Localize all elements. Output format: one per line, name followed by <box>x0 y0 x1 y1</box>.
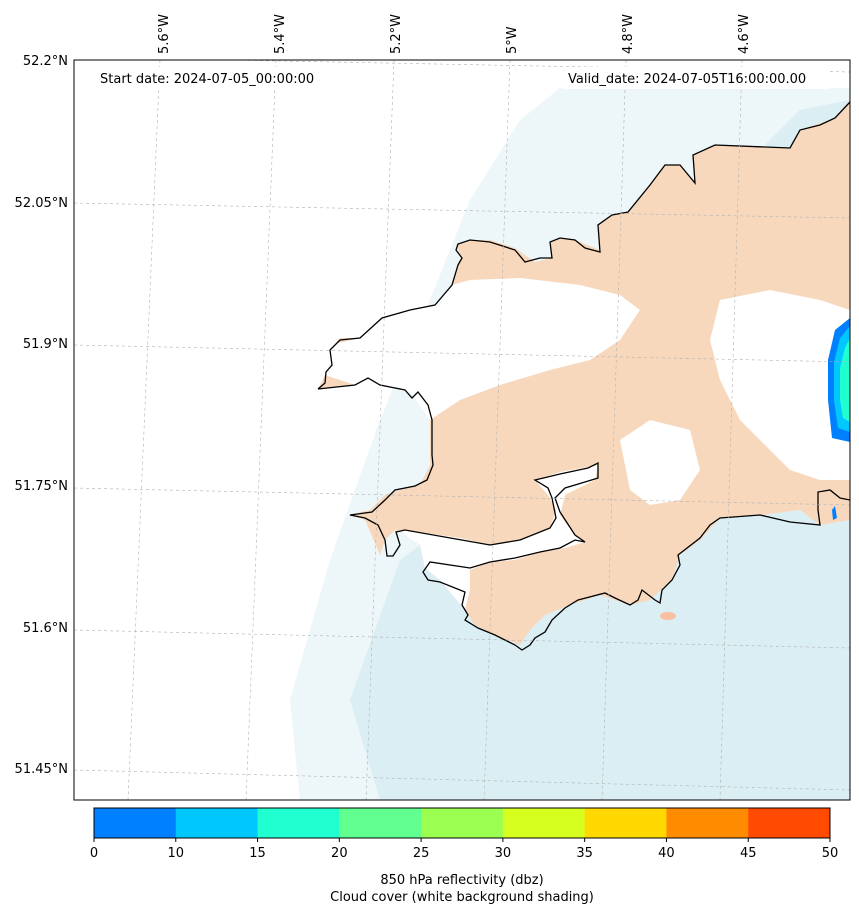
lat-label: 51.45°N <box>15 762 68 777</box>
colorbar: 0 10 15 20 25 30 35 40 45 50 <box>90 807 839 861</box>
island-patch <box>660 612 676 620</box>
map-area <box>74 60 850 800</box>
colorbar-segment <box>175 808 259 838</box>
lon-label: 5.2°W <box>389 14 404 54</box>
sea-inlet-milford-haven <box>398 465 598 610</box>
cloud-patch-1 <box>325 278 640 420</box>
colorbar-segment <box>748 808 831 838</box>
colorbar-segment <box>257 808 340 838</box>
start-date-box <box>92 67 337 89</box>
valid-date-box <box>562 67 830 89</box>
valid-date-text: Valid_date: 2024-07-05T16:00:00.00 <box>568 72 806 87</box>
reflectivity-echo-small <box>832 506 837 520</box>
colorbar-tick-label: 0 <box>90 846 98 861</box>
colorbar-segment <box>666 808 749 838</box>
colorbar-segment <box>339 808 422 838</box>
colorbar-tick-label: 40 <box>658 846 675 861</box>
lon-label: 5.4°W <box>273 14 288 54</box>
latitude-labels: 52.2°N 52.05°N 51.9°N 51.75°N 51.6°N 51.… <box>15 54 68 777</box>
lon-label: 4.6°W <box>737 14 752 54</box>
colorbar-tick-label: 50 <box>822 846 839 861</box>
lat-label: 52.2°N <box>23 54 68 69</box>
colorbar-tick-label: 30 <box>495 846 512 861</box>
lat-label: 52.05°N <box>15 196 68 211</box>
colorbar-tick-label: 10 <box>168 846 185 861</box>
lat-label: 51.6°N <box>23 621 68 636</box>
lat-label: 51.9°N <box>23 337 68 352</box>
start-date-text: Start date: 2024-07-05_00:00:00 <box>100 72 314 87</box>
colorbar-segment <box>421 808 504 838</box>
land-north-pembrokeshire <box>318 100 850 645</box>
cloud-patch-2 <box>710 290 850 480</box>
colorbar-segment <box>502 808 586 838</box>
colorbar-tick-label: 45 <box>740 846 757 861</box>
reflectivity-echo-inner <box>840 338 850 422</box>
colorbar-label-line2: Cloud cover (white background shading) <box>330 890 594 905</box>
lon-label: 4.8°W <box>621 14 636 54</box>
lon-label: 5°W <box>505 26 520 54</box>
longitude-labels: 5.6°W 5.4°W 5.2°W 5°W 4.8°W 4.6°W <box>157 14 752 54</box>
coastline <box>317 101 850 390</box>
colorbar-segment <box>584 808 667 838</box>
colorbar-tick-label: 20 <box>331 846 348 861</box>
map-frame <box>73 59 851 801</box>
colorbar-tick-label: 15 <box>249 846 266 861</box>
coastline-south <box>317 377 850 651</box>
lat-label: 51.75°N <box>15 479 68 494</box>
cloud-patch-3 <box>620 420 700 505</box>
colorbar-label-line1: 850 hPa reflectivity (dbz) <box>380 873 543 888</box>
colorbar-frame <box>93 807 831 839</box>
colorbar-tick-label: 35 <box>576 846 593 861</box>
lon-label: 5.6°W <box>157 14 172 54</box>
colorbar-segment <box>94 808 177 838</box>
colorbar-tick-label: 25 <box>413 846 430 861</box>
